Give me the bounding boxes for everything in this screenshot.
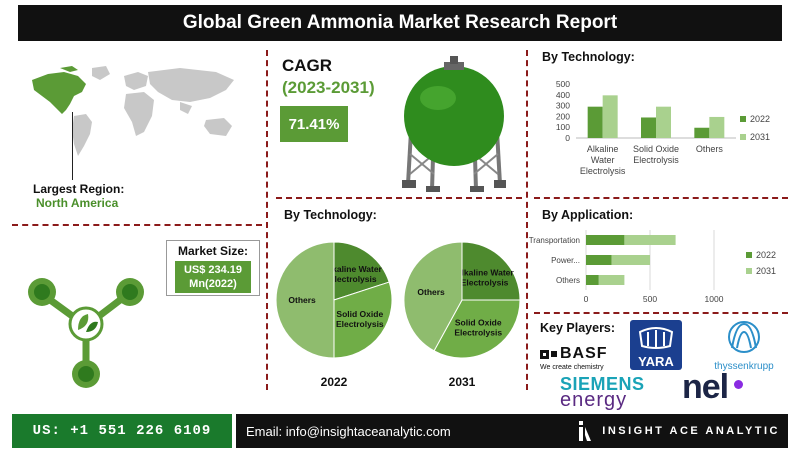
cagr-years: (2023-2031) [282,78,375,97]
tech-ytick: 200 [556,111,570,121]
market-size-line2: Mn(2022) [189,278,237,290]
basf-tagline: We create chemistry [540,364,604,371]
market-size-value: US$ 234.19 Mn(2022) [175,261,251,293]
market-size-label: Market Size: [177,244,249,258]
app-bar-title: By Application: [542,208,634,222]
ammonia-tank-icon [402,56,506,192]
world-map [32,66,234,156]
app-category-label: Transportation [529,236,580,245]
tech-legend-label: 2031 [750,132,770,142]
pie-slice-0-0 [333,241,390,301]
app-category-label: Power... [551,256,580,265]
pie-caption-0: 2022 [321,375,348,389]
tech-legend-swatch [740,116,746,122]
yara-logo: YARA [630,320,682,370]
tech-ytick: 100 [556,122,570,132]
tech-ytick: 500 [556,79,570,89]
region-pointer-line [72,112,73,180]
app-xtick: 500 [643,294,657,304]
tech-bar-2022-0 [587,106,603,138]
tech-category-label: Others [696,144,724,154]
market-size-box: Market Size: US$ 234.19 Mn(2022) [166,240,260,296]
tech-bar-title: By Technology: [542,50,635,64]
technology-pie-charts: Alkaline Water Electrolysis Solid Oxide Ele… [275,241,521,389]
pie-slice-1-1 [433,299,521,359]
app-bar-2031-2 [598,275,625,285]
tech-legend-label: 2022 [750,114,770,124]
app-bar-2031-0 [624,235,676,245]
largest-region-value: North America [36,196,119,210]
app-xtick: 0 [584,294,589,304]
app-legend-label: 2022 [756,250,776,260]
yara-ship-icon [638,327,674,349]
map-north-america [32,72,86,114]
tech-bar-2031-2 [709,116,725,138]
nel-name: nel [682,368,729,406]
market-size-line1: US$ 234.19 [183,264,243,276]
basf-name: BASF [560,345,608,362]
tech-bar-2031-1 [656,106,671,138]
energy-name: energy [560,389,628,411]
pie-label-1-1: Solid Oxide Electrolysis [454,317,502,337]
pie-label-0-2: Others [288,295,316,305]
nel-dot-icon [734,380,744,389]
app-bar-2022-2 [586,275,599,285]
basf-logo: BASF We create chemistry [540,345,608,371]
yara-name: YARA [638,354,674,369]
tech-ytick: 400 [556,90,570,100]
app-legend-label: 2031 [756,266,776,276]
pie-slice-0-1 [333,281,393,359]
tech-ytick: 300 [556,101,570,111]
app-legend-swatch [746,268,752,274]
nel-logo: nel [682,368,744,407]
molecule-icon [28,278,144,388]
siemens-name: SIEMENS [560,374,645,394]
app-category-label: Others [556,276,580,285]
largest-region-label: Largest Region: [33,182,125,196]
footer-brand-name: INSIGHT ACE ANALYTIC [602,425,780,437]
footer-brand: INSIGHT ACE ANALYTIC [578,421,788,441]
pies-title: By Technology: [284,208,377,222]
tech-bar-2022-2 [694,127,710,138]
footer-phone: US: +1 551 226 6109 [12,414,232,448]
divider-right-h [534,197,788,199]
app-bar-2022-1 [586,255,612,265]
tech-category-label: Alkaline Water Electrolysis [580,144,626,176]
tech-bar-2031-0 [602,95,618,138]
divider-right [526,50,528,390]
pie-label-1-2: Others [417,287,445,297]
tech-bar-2022-1 [641,117,656,138]
app-bar-2031-1 [611,255,650,265]
pie-slice-1-0 [461,241,521,301]
thyssenkrupp-arches-icon [728,321,760,353]
report-title: Global Green Ammonia Market Research Rep… [18,5,782,41]
divider-mid-h [276,197,522,199]
pie-label-1-0: Alkaline Water Electrolysis [455,267,514,287]
pie-slice-0-2 [275,241,335,359]
thyssenkrupp-name: thyssenkrupp [714,361,774,372]
app-xtick: 1000 [705,294,724,304]
insightace-logo-icon [579,421,592,441]
siemens-energy-logo: SIEMENS energy [560,374,645,411]
divider-right-h2 [534,312,788,314]
tech-category-label: Solid Oxide Electrolysis [633,144,679,165]
thyssenkrupp-logo: thyssenkrupp [706,320,782,372]
app-legend-swatch [746,252,752,258]
tech-legend-swatch [740,134,746,140]
pie-label-0-1: Solid Oxide Electrolysis [336,309,384,329]
pie-caption-1: 2031 [449,375,476,389]
tech-ytick: 0 [565,133,570,143]
pie-slice-1-2 [403,241,463,352]
cagr-value: 71.41% [280,106,348,142]
application-bar-chart: 0 500 1000 Transportation Power... Others 2022… [529,230,776,304]
footer-email[interactable]: Email: info@insightaceanalytic.com [246,423,451,439]
footer-bar: Email: info@insightaceanalytic.com INSIG… [236,414,788,448]
key-players-label: Key Players: [540,321,616,335]
divider-left [266,50,268,390]
divider-left-h [12,224,262,226]
pie-label-0-0: Alkaline Water Electrolysis [324,264,383,284]
cagr-label: CAGR [282,56,333,75]
app-bar-2022-0 [586,235,625,245]
